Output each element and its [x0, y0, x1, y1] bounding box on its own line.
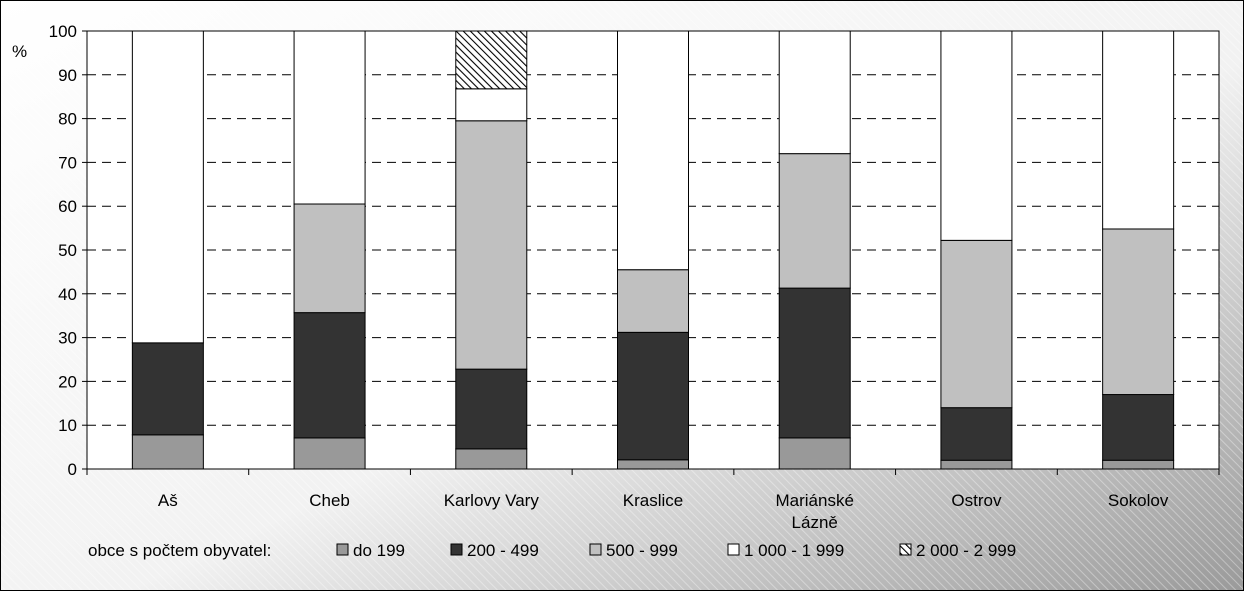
- y-tick-label: 30: [58, 329, 77, 348]
- x-category-label: Cheb: [309, 491, 350, 510]
- bar-segment-6-2: [940, 407, 1013, 461]
- y-axis-label: %: [12, 42, 27, 61]
- bar-segment-5-3: [778, 153, 851, 289]
- bar-segment-4-1: [617, 459, 689, 470]
- bar-segment-2-1: [293, 437, 366, 470]
- x-category-label: Karlovy Vary: [444, 491, 540, 510]
- y-tick-label: 0: [68, 460, 77, 479]
- legend-title: obce s počtem obyvatel:: [88, 541, 271, 560]
- legend-swatch-1: [336, 543, 349, 556]
- y-tick-label: 60: [58, 197, 77, 216]
- bar-segment-1-4: [131, 30, 204, 344]
- bar-segment-3-3: [455, 120, 528, 370]
- bar-segment-7-1: [1102, 459, 1175, 470]
- x-category-label: Lázně: [792, 513, 838, 532]
- bar-segment-4-3: [617, 269, 689, 333]
- bar-segment-2-4: [293, 30, 366, 205]
- x-category-label: Mariánské: [776, 491, 854, 510]
- x-category-label: Sokolov: [1108, 491, 1169, 510]
- legend-label-3: 500 - 999: [606, 541, 678, 560]
- bar-segment-5-4: [778, 30, 851, 155]
- y-tick-label: 70: [58, 153, 77, 172]
- x-category-label: Ostrov: [951, 491, 1002, 510]
- legend-label-2: 200 - 499: [467, 541, 539, 560]
- bar-segment-4-2: [617, 331, 689, 461]
- x-category-label: Kraslice: [623, 491, 683, 510]
- bar-segment-3-4: [455, 88, 528, 122]
- y-tick-label: 20: [58, 372, 77, 391]
- bar-segment-7-2: [1102, 394, 1175, 461]
- y-tick-label: 10: [58, 416, 77, 435]
- bar-segment-6-3: [940, 239, 1013, 409]
- y-tick-label: 80: [58, 110, 77, 129]
- bar-segment-3-2: [455, 368, 528, 450]
- bar-segment-6-4: [940, 30, 1013, 241]
- y-tick-label: 40: [58, 285, 77, 304]
- bar-segment-2-3: [293, 203, 366, 314]
- legend-label-1: do 199: [353, 541, 405, 560]
- bar-segment-7-3: [1102, 228, 1175, 396]
- bar-segment-1-1: [131, 434, 204, 470]
- y-tick-label: 50: [58, 241, 77, 260]
- bar-segment-3-5: [455, 30, 528, 90]
- bar-segment-6-1: [940, 459, 1013, 470]
- y-tick-label: 100: [49, 22, 77, 41]
- legend-swatch-4: [727, 543, 740, 556]
- bar-segment-3-1: [455, 448, 528, 470]
- bar-segment-5-2: [778, 287, 851, 439]
- y-tick-label: 90: [58, 66, 77, 85]
- legend-label-5: 2 000 - 2 999: [916, 541, 1016, 560]
- bar-segment-5-1: [778, 437, 851, 470]
- x-category-label: Aš: [158, 491, 178, 510]
- bar-segment-7-4: [1102, 30, 1175, 230]
- bar-segment-1-2: [131, 342, 204, 436]
- legend-swatch-2: [450, 543, 463, 556]
- bar-segment-4-4: [617, 30, 689, 271]
- legend-swatch-5: [899, 543, 912, 556]
- legend-label-4: 1 000 - 1 999: [744, 541, 844, 560]
- legend-swatch-3: [589, 543, 602, 556]
- bar-segment-2-2: [293, 312, 366, 439]
